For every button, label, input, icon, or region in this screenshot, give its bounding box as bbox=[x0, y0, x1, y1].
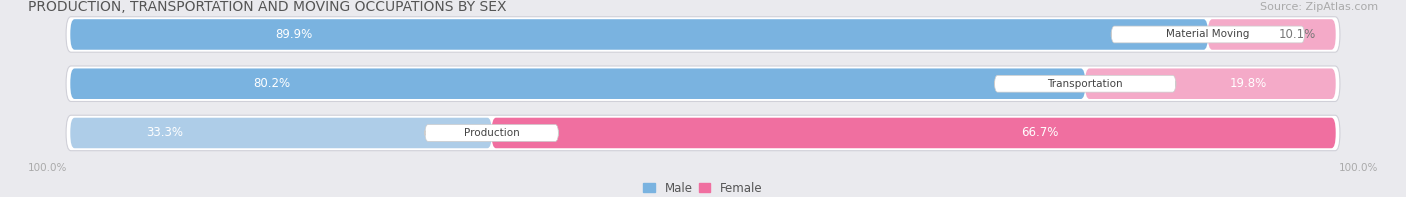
FancyBboxPatch shape bbox=[1111, 26, 1305, 43]
FancyBboxPatch shape bbox=[66, 66, 1340, 101]
Text: PRODUCTION, TRANSPORTATION AND MOVING OCCUPATIONS BY SEX: PRODUCTION, TRANSPORTATION AND MOVING OC… bbox=[28, 0, 506, 14]
FancyBboxPatch shape bbox=[66, 115, 1340, 151]
Text: 33.3%: 33.3% bbox=[146, 126, 183, 139]
FancyBboxPatch shape bbox=[994, 75, 1175, 92]
FancyBboxPatch shape bbox=[425, 125, 558, 141]
FancyBboxPatch shape bbox=[70, 69, 1085, 99]
FancyBboxPatch shape bbox=[70, 118, 492, 148]
Text: 10.1%: 10.1% bbox=[1278, 28, 1316, 41]
Text: 100.0%: 100.0% bbox=[28, 164, 67, 173]
Text: Material Moving: Material Moving bbox=[1166, 30, 1250, 39]
Text: Source: ZipAtlas.com: Source: ZipAtlas.com bbox=[1260, 2, 1378, 12]
Text: 89.9%: 89.9% bbox=[276, 28, 312, 41]
Text: 100.0%: 100.0% bbox=[1339, 164, 1378, 173]
FancyBboxPatch shape bbox=[1208, 19, 1336, 50]
FancyBboxPatch shape bbox=[1085, 69, 1336, 99]
Legend: Male, Female: Male, Female bbox=[644, 182, 762, 195]
Text: 80.2%: 80.2% bbox=[253, 77, 290, 90]
FancyBboxPatch shape bbox=[70, 19, 1208, 50]
Text: 66.7%: 66.7% bbox=[1022, 126, 1059, 139]
Text: Production: Production bbox=[464, 128, 520, 138]
Text: Transportation: Transportation bbox=[1047, 79, 1123, 89]
FancyBboxPatch shape bbox=[66, 17, 1340, 52]
FancyBboxPatch shape bbox=[492, 118, 1336, 148]
Text: 19.8%: 19.8% bbox=[1229, 77, 1267, 90]
